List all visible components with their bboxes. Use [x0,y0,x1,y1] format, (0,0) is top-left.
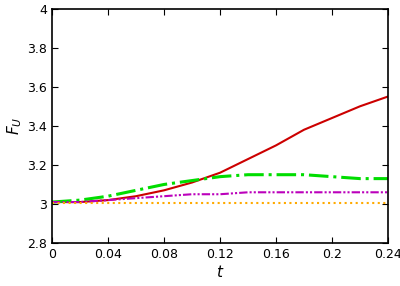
Ro=0.025 [218,201,222,205]
Ro=0.025 [246,201,250,205]
Ro=0.05 [218,192,222,196]
Ro=0.05 [274,190,278,194]
Ro=0.05 [330,190,334,194]
Ro=0.05 [106,198,110,202]
Ro=inf [386,95,390,98]
Ro=0.05 [162,194,166,198]
Ro=inf [274,144,278,147]
Ro=0.05 [190,192,194,196]
Ro=0.025 [302,201,306,205]
Ro=0.025 [106,201,110,205]
Ro=inf [218,171,222,174]
Ro=0.05 [134,196,138,200]
Ro=0.1 [162,183,166,186]
Ro=inf [190,181,194,184]
Ro=0.1 [50,200,54,204]
Ro=inf [50,200,54,204]
Ro=inf [162,188,166,192]
Ro=0.025 [386,201,390,205]
Ro=0.05 [358,190,362,194]
Ro=inf [302,128,306,132]
Ro=0.1 [218,175,222,178]
Line: Ro=0.1: Ro=0.1 [52,175,388,202]
Ro=0.025 [50,201,54,205]
Ro=0.1 [386,177,390,180]
Ro=0.1 [302,173,306,176]
Ro=0.1 [330,175,334,178]
Ro=0.025 [358,201,362,205]
Ro=0.1 [106,194,110,198]
Ro=0.05 [246,190,250,194]
Ro=0.1 [190,179,194,182]
Ro=0.025 [330,201,334,205]
Ro=0.025 [162,201,166,205]
Ro=0.025 [134,201,138,205]
Ro=0.05 [302,190,306,194]
Ro=inf [134,194,138,198]
Line: Ro=inf: Ro=inf [52,96,388,202]
Ro=inf [246,157,250,161]
Ro=0.05 [386,190,390,194]
Ro=inf [106,198,110,202]
Ro=inf [358,105,362,108]
Ro=inf [78,200,82,204]
Ro=0.025 [190,201,194,205]
Ro=0.025 [274,201,278,205]
Y-axis label: $F_U$: $F_U$ [6,117,24,135]
X-axis label: $t$: $t$ [216,264,224,280]
Ro=0.1 [274,173,278,176]
Ro=0.025 [78,201,82,205]
Ro=0.05 [50,200,54,204]
Ro=0.1 [134,188,138,192]
Line: Ro=0.05: Ro=0.05 [52,192,388,202]
Ro=0.1 [246,173,250,176]
Ro=inf [330,116,334,120]
Ro=0.1 [78,198,82,202]
Ro=0.1 [358,177,362,180]
Ro=0.05 [78,200,82,204]
